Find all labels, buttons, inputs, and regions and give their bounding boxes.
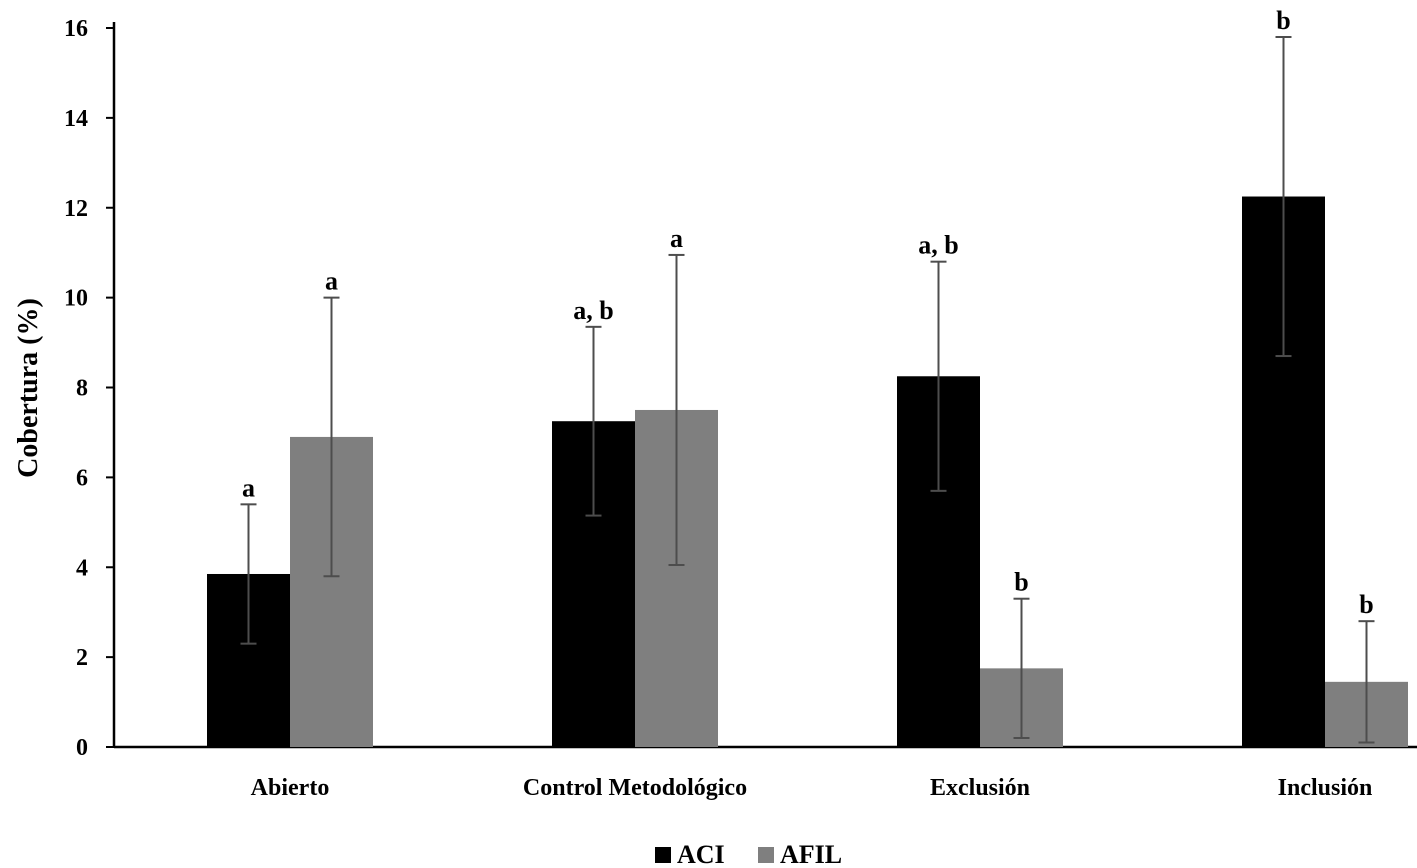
significance-label: a, b — [918, 231, 958, 260]
category-labels: Abierto Control Metodológico Exclusión Incl… — [251, 775, 1373, 801]
significance-label: a — [325, 267, 338, 296]
legend-label-aci: ACI — [677, 840, 725, 868]
x-tick-label: Control Metodológico — [523, 775, 747, 801]
significance-label: b — [1014, 568, 1028, 597]
error-bars — [240, 35, 1375, 744]
significance-labels: a a a, b a a, b b b b — [242, 6, 1374, 619]
y-tick-label: 0 — [76, 735, 88, 761]
y-tick-label: 14 — [64, 106, 88, 132]
y-tick-label: 8 — [76, 376, 88, 402]
y-tick-label: 2 — [76, 645, 88, 671]
y-tick-label: 10 — [64, 286, 88, 312]
significance-label: b — [1359, 590, 1373, 619]
x-tick-label: Abierto — [251, 775, 330, 801]
significance-label: b — [1276, 6, 1290, 35]
legend: ACI AFIL — [655, 840, 842, 868]
significance-label: a — [670, 224, 683, 253]
bars — [207, 196, 1408, 747]
significance-label: a — [242, 473, 255, 502]
y-tick-label: 12 — [64, 196, 88, 222]
significance-label: a, b — [573, 296, 613, 325]
legend-swatch-aci — [655, 847, 671, 863]
y-tick-label: 4 — [76, 555, 88, 581]
legend-swatch-afil — [758, 847, 774, 863]
legend-label-afil: AFIL — [780, 840, 842, 868]
y-axis-label: Cobertura (%) — [13, 298, 44, 478]
x-tick-label: Inclusión — [1278, 775, 1373, 801]
y-tick-label: 6 — [76, 465, 88, 491]
y-tick-label: 16 — [64, 16, 88, 42]
x-tick-label: Exclusión — [930, 775, 1030, 801]
